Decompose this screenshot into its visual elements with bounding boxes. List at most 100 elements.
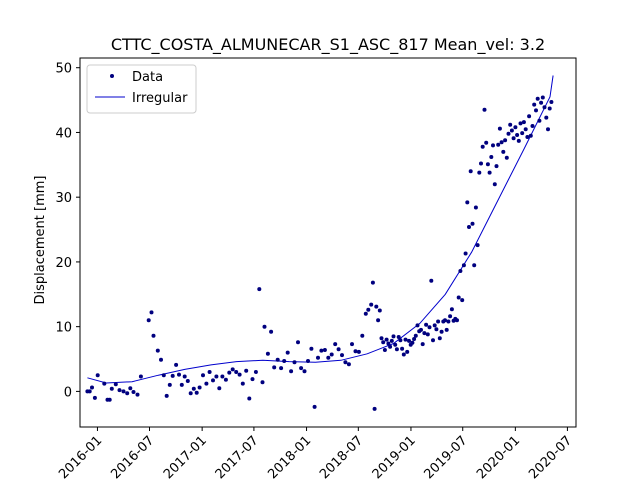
data-point bbox=[289, 369, 294, 374]
data-point bbox=[353, 349, 358, 354]
data-point bbox=[511, 136, 516, 141]
data-point bbox=[420, 342, 425, 347]
data-point bbox=[244, 368, 249, 373]
data-point bbox=[247, 396, 252, 401]
legend-data-marker bbox=[110, 74, 114, 78]
data-point bbox=[432, 323, 437, 328]
data-point bbox=[388, 344, 393, 349]
data-point bbox=[542, 105, 547, 110]
data-point bbox=[472, 263, 477, 268]
y-tick-label: 50 bbox=[55, 62, 72, 77]
plot-frame bbox=[79, 57, 577, 428]
data-point bbox=[326, 355, 331, 360]
data-point bbox=[485, 162, 490, 167]
data-point bbox=[377, 308, 382, 313]
data-points-layer bbox=[85, 95, 554, 411]
data-point bbox=[547, 106, 552, 111]
data-point bbox=[470, 221, 475, 226]
data-point bbox=[446, 319, 451, 324]
data-point bbox=[302, 369, 307, 374]
data-point bbox=[449, 307, 454, 312]
data-point bbox=[468, 169, 473, 174]
data-point bbox=[386, 341, 391, 346]
data-point bbox=[234, 370, 239, 374]
data-point bbox=[309, 346, 314, 351]
data-point bbox=[544, 115, 549, 120]
data-point bbox=[159, 357, 163, 362]
data-point bbox=[521, 120, 526, 125]
data-point bbox=[534, 108, 538, 113]
data-point bbox=[316, 355, 320, 360]
data-point bbox=[475, 243, 480, 248]
data-point bbox=[240, 381, 245, 386]
data-point bbox=[391, 334, 396, 339]
data-point bbox=[279, 366, 284, 371]
data-point bbox=[501, 149, 506, 154]
data-point bbox=[125, 391, 130, 396]
data-point bbox=[272, 365, 277, 370]
data-point bbox=[146, 318, 151, 323]
data-point bbox=[179, 382, 184, 387]
data-point bbox=[424, 322, 429, 327]
data-point bbox=[436, 319, 441, 324]
data-point bbox=[516, 138, 521, 143]
data-point bbox=[262, 324, 267, 329]
data-point bbox=[405, 349, 410, 354]
data-point bbox=[260, 380, 265, 385]
data-point bbox=[415, 323, 420, 328]
data-point bbox=[492, 182, 497, 187]
data-point bbox=[87, 389, 92, 394]
chart-title: CTTC_COSTA_ALMUNECAR_S1_ASC_817 Mean_vel… bbox=[111, 35, 545, 55]
data-point bbox=[422, 331, 427, 336]
data-point bbox=[448, 314, 453, 319]
data-point bbox=[374, 304, 379, 309]
data-point bbox=[90, 385, 94, 390]
data-point bbox=[201, 373, 205, 378]
y-axis: 0 10 20 30 40 50 bbox=[55, 62, 80, 400]
data-point bbox=[400, 346, 405, 351]
data-point bbox=[191, 386, 196, 391]
data-point bbox=[161, 373, 166, 378]
legend-data-label: Data bbox=[132, 70, 163, 85]
data-point bbox=[356, 349, 361, 354]
data-point bbox=[285, 350, 290, 355]
data-point bbox=[443, 318, 447, 323]
data-point bbox=[508, 122, 513, 127]
data-point bbox=[419, 327, 423, 332]
data-point bbox=[437, 336, 442, 341]
data-point bbox=[463, 251, 468, 256]
data-point bbox=[177, 372, 181, 377]
data-point bbox=[340, 353, 344, 358]
data-point bbox=[376, 318, 381, 323]
data-point bbox=[520, 131, 525, 136]
data-point bbox=[515, 133, 520, 137]
data-point bbox=[410, 340, 415, 345]
data-point bbox=[525, 135, 530, 139]
data-point bbox=[292, 360, 297, 365]
data-point bbox=[467, 225, 471, 229]
data-point bbox=[322, 348, 327, 352]
data-point bbox=[343, 360, 348, 365]
data-point bbox=[379, 336, 384, 341]
data-point bbox=[282, 359, 287, 363]
data-point bbox=[135, 392, 140, 397]
data-point bbox=[412, 337, 417, 341]
data-point bbox=[306, 359, 310, 363]
data-point bbox=[494, 164, 499, 169]
data-point bbox=[299, 366, 304, 371]
data-point bbox=[369, 302, 374, 307]
data-point bbox=[484, 140, 489, 145]
data-point bbox=[496, 142, 501, 147]
data-point bbox=[95, 373, 100, 378]
data-point bbox=[461, 263, 466, 268]
data-point bbox=[174, 362, 179, 367]
data-point bbox=[207, 370, 212, 374]
data-point bbox=[312, 404, 317, 409]
data-point bbox=[403, 337, 408, 342]
data-point bbox=[477, 170, 482, 175]
data-point bbox=[102, 381, 107, 386]
data-point bbox=[257, 287, 262, 292]
data-point bbox=[237, 372, 242, 377]
data-point bbox=[491, 143, 495, 148]
data-point bbox=[382, 348, 387, 352]
